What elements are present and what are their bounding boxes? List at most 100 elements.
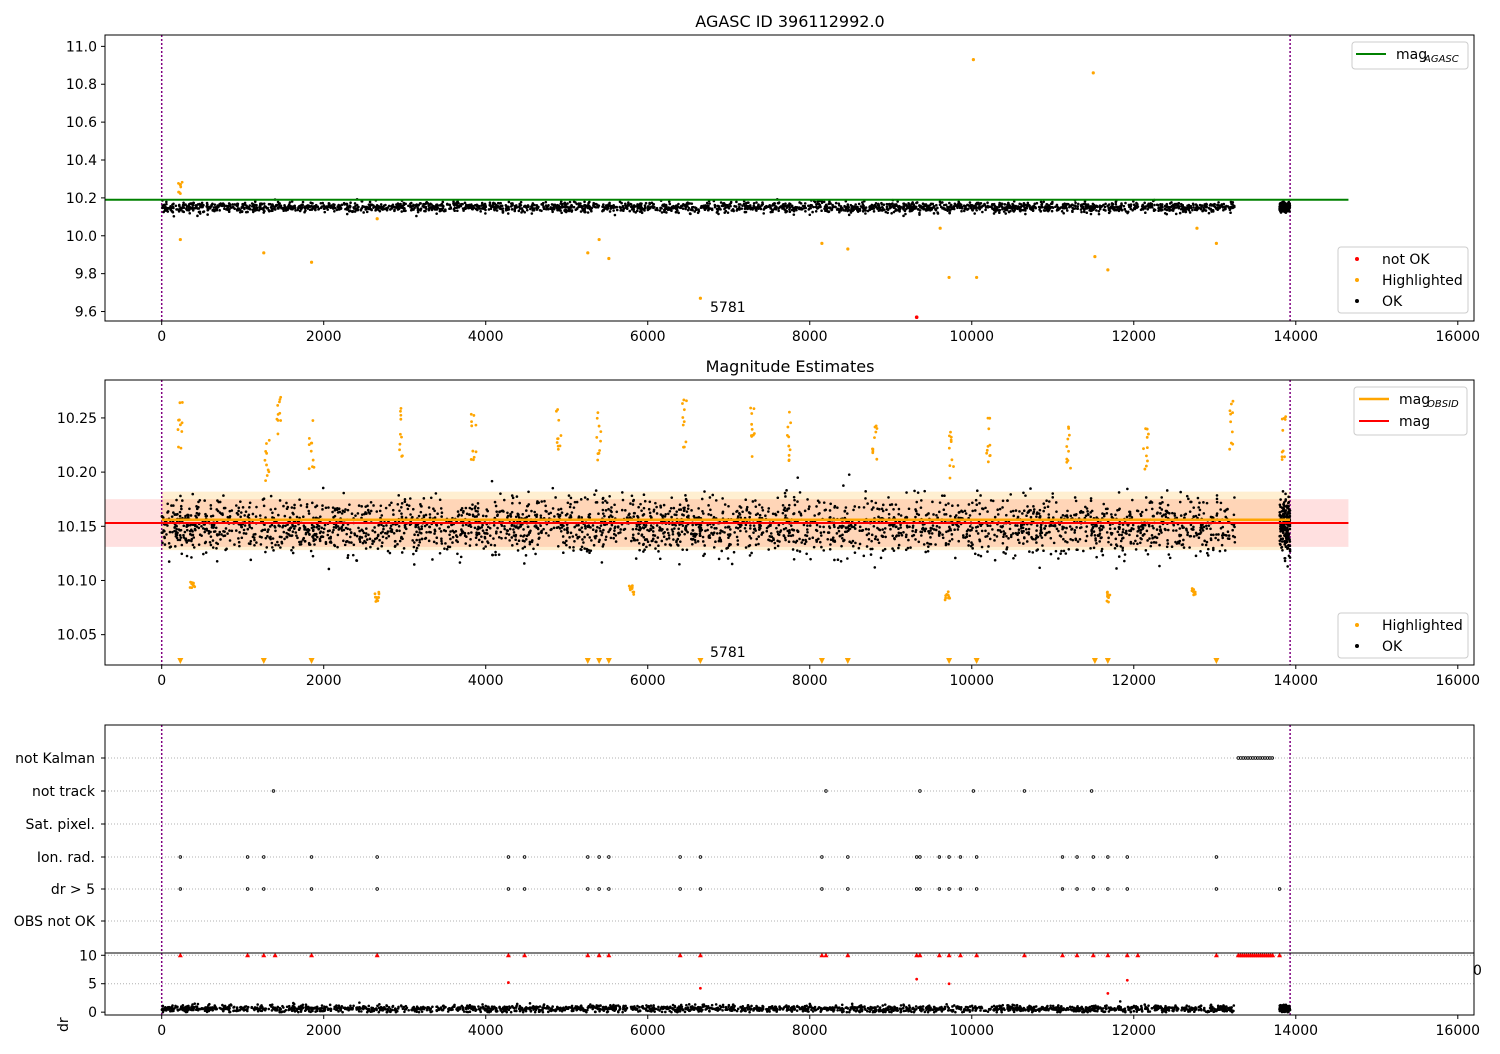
p2-ok-point — [1029, 487, 1032, 490]
p2-ok-point — [328, 568, 331, 571]
p1-ok-point — [918, 205, 921, 208]
p1-ok-point — [1050, 206, 1053, 209]
p1-ok-point — [595, 203, 598, 206]
p2-ok-point — [537, 532, 540, 535]
p1-ok-point — [1083, 208, 1086, 211]
p2-ok-point — [235, 529, 238, 532]
p2-ok-point — [209, 541, 212, 544]
p1-ok-point — [598, 204, 601, 207]
p1-ok-point — [1003, 203, 1006, 206]
p2-ok-point — [478, 539, 481, 542]
p2-ok-point — [713, 527, 716, 530]
p1-ok-point — [760, 204, 763, 207]
p2-ok-point — [654, 502, 657, 505]
p2-ok-point — [296, 516, 299, 519]
p2-ok-point — [852, 509, 855, 512]
p2-ok-point — [277, 514, 280, 517]
p1-highlighted-point — [179, 238, 182, 241]
p2-ok-point — [484, 545, 487, 548]
p1-ok-point — [471, 208, 474, 211]
p2-ok-point — [846, 557, 849, 560]
p2-ok-point — [649, 544, 652, 547]
p2-ok-point — [657, 550, 660, 553]
p1-ok-point — [573, 206, 576, 209]
p2-ok-point — [682, 514, 685, 517]
p2-ok-point — [1107, 537, 1110, 540]
p1-ok-point — [977, 206, 980, 209]
p2-ok-point — [782, 504, 785, 507]
p1-ok-point — [225, 208, 228, 211]
p2-ok-point — [1206, 502, 1209, 505]
p1-ok-point — [689, 213, 692, 216]
p1-ok-point — [588, 201, 591, 204]
p2-ok-point — [212, 539, 215, 542]
p1-ok-point — [424, 206, 427, 209]
p1-ok-point — [453, 208, 456, 211]
p2-ok-point — [358, 504, 361, 507]
p2-ok-point — [444, 542, 447, 545]
p2-ok-point — [440, 507, 443, 510]
p2-ok-point — [663, 535, 666, 538]
p2-ok-point — [1159, 525, 1162, 528]
p2-ok-point — [420, 511, 423, 514]
p2-ok-point — [804, 539, 807, 542]
p1-ok-point — [1060, 206, 1063, 209]
p2-ok-point — [1091, 527, 1094, 530]
p2-ok-point — [754, 499, 757, 502]
p2-ok-point — [372, 504, 375, 507]
p1-ok-point — [724, 206, 727, 209]
p2-ok-point — [1089, 515, 1092, 518]
p1-ok-point — [663, 204, 666, 207]
p2-ok-point — [574, 501, 577, 504]
p2-ok-point — [429, 531, 432, 534]
p2-ok-point — [216, 534, 219, 537]
p1-ok-point — [668, 203, 671, 206]
p1-ok-point — [213, 210, 216, 213]
p1-ok-point — [574, 201, 577, 204]
p2-ok-point — [845, 506, 848, 509]
p1-ok-point — [419, 202, 422, 205]
p1-ok-point — [583, 209, 586, 212]
p2-ok-point — [380, 504, 383, 507]
p1-ok-point — [893, 206, 896, 209]
p2-ok-point — [1289, 556, 1292, 559]
p2-ok-point — [312, 529, 315, 532]
p2-ok-point — [1136, 535, 1139, 538]
p1-ok-point — [675, 205, 678, 208]
p2-ok-point — [365, 527, 368, 530]
p2-ok-point — [179, 534, 182, 537]
p2-ok-point — [249, 543, 252, 546]
p1-ok-point — [409, 203, 412, 206]
p2-ok-point — [656, 512, 659, 515]
p1-ok-point — [493, 209, 496, 212]
p1-ok-point — [1143, 206, 1146, 209]
p2-ok-point — [749, 524, 752, 527]
p2-ok-point — [1062, 514, 1065, 517]
p1-ok-point — [628, 210, 631, 213]
p2-ok-point — [884, 527, 887, 530]
p1-ytick-label: 10.8 — [66, 77, 97, 93]
p2-ok-point — [799, 491, 802, 494]
p1-ok-point — [828, 203, 831, 206]
p1-highlighted-point — [598, 238, 601, 241]
p2-ok-point — [425, 531, 428, 534]
p2-ok-point — [235, 504, 238, 507]
p2-ok-point — [260, 543, 263, 546]
p1-ok-point — [960, 203, 963, 206]
p2-ok-point — [889, 504, 892, 507]
p2-ok-point — [752, 500, 755, 503]
p1-ok-point — [578, 206, 581, 209]
p2-ok-point — [968, 534, 971, 537]
p1-highlighted-point — [1092, 71, 1095, 74]
p2-ok-point — [1167, 504, 1170, 507]
p2-ok-point — [271, 542, 274, 545]
p2-ok-point — [767, 507, 770, 510]
p1-ok-point — [967, 207, 970, 210]
p2-ok-point — [387, 530, 390, 533]
p1-ok-point — [913, 207, 916, 210]
p2-ok-point — [571, 511, 574, 514]
p2-ok-point — [649, 512, 652, 515]
p2-ok-point — [279, 536, 282, 539]
p2-ok-point — [1279, 503, 1282, 506]
p2-ok-point — [286, 506, 289, 509]
